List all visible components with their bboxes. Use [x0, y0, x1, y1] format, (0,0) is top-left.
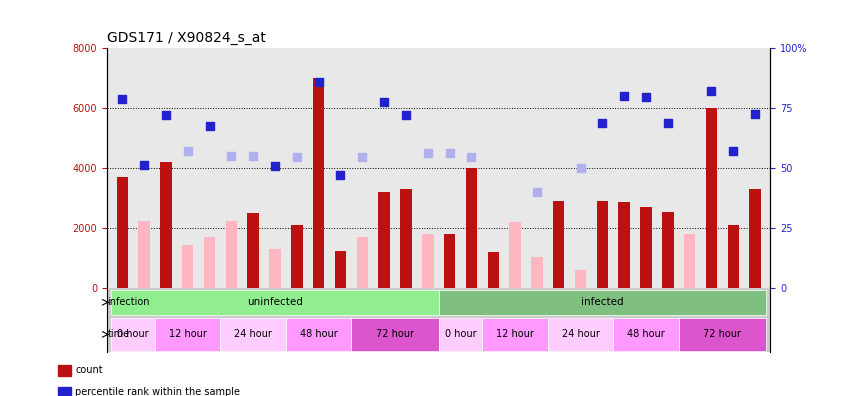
Bar — [116, 177, 128, 288]
Text: uninfected: uninfected — [247, 297, 303, 307]
Bar — [749, 189, 761, 288]
Bar — [357, 237, 368, 288]
Bar — [488, 252, 499, 288]
FancyBboxPatch shape — [352, 318, 438, 350]
Bar — [597, 201, 608, 288]
Point — [727, 148, 740, 154]
Bar — [509, 222, 520, 288]
FancyBboxPatch shape — [613, 318, 679, 350]
Bar — [270, 249, 281, 288]
FancyBboxPatch shape — [221, 318, 286, 350]
Bar — [139, 221, 150, 288]
FancyBboxPatch shape — [111, 318, 155, 350]
Point — [399, 112, 413, 118]
FancyBboxPatch shape — [548, 318, 613, 350]
Bar — [204, 237, 216, 288]
Text: 24 hour: 24 hour — [562, 329, 599, 339]
Bar — [532, 257, 543, 288]
Point — [159, 112, 173, 118]
Bar — [640, 207, 651, 288]
Bar — [553, 201, 564, 288]
Text: infected: infected — [581, 297, 624, 307]
Text: 72 hour: 72 hour — [376, 329, 414, 339]
Bar — [466, 168, 477, 288]
Point — [268, 163, 282, 169]
Point — [290, 154, 304, 160]
Point — [355, 154, 369, 160]
Text: 12 hour: 12 hour — [496, 329, 534, 339]
Point — [596, 120, 609, 126]
Point — [312, 79, 325, 85]
Point — [617, 93, 631, 99]
Text: 0 hour: 0 hour — [445, 329, 476, 339]
Text: 12 hour: 12 hour — [169, 329, 206, 339]
Point — [443, 150, 456, 156]
Point — [116, 95, 129, 102]
Text: infection: infection — [108, 297, 150, 307]
Bar — [619, 202, 630, 288]
Bar — [728, 225, 739, 288]
Bar — [378, 192, 389, 288]
Point — [748, 110, 762, 117]
Bar — [662, 211, 674, 288]
Bar — [444, 234, 455, 288]
Bar — [422, 234, 433, 288]
Text: percentile rank within the sample: percentile rank within the sample — [75, 387, 241, 396]
Point — [137, 162, 151, 168]
Point — [377, 99, 391, 105]
Point — [203, 123, 217, 129]
FancyBboxPatch shape — [438, 318, 482, 350]
Bar — [705, 108, 717, 288]
Text: 24 hour: 24 hour — [235, 329, 272, 339]
Point — [247, 153, 260, 159]
Text: 72 hour: 72 hour — [704, 329, 741, 339]
FancyBboxPatch shape — [286, 318, 352, 350]
Point — [639, 94, 653, 100]
Bar — [226, 221, 237, 288]
Point — [704, 88, 718, 94]
Point — [421, 150, 435, 156]
Text: time: time — [108, 329, 129, 339]
Text: 0 hour: 0 hour — [117, 329, 149, 339]
FancyBboxPatch shape — [482, 318, 548, 350]
Bar — [575, 270, 586, 288]
Bar — [335, 251, 346, 288]
Point — [574, 165, 587, 171]
Bar — [160, 162, 172, 288]
Point — [334, 172, 348, 179]
Text: count: count — [75, 365, 103, 375]
Bar — [182, 245, 193, 288]
Bar — [684, 234, 695, 288]
Point — [661, 120, 675, 126]
Bar — [291, 225, 302, 288]
FancyBboxPatch shape — [155, 318, 221, 350]
Bar — [247, 213, 259, 288]
Point — [530, 189, 544, 195]
Bar — [401, 189, 412, 288]
FancyBboxPatch shape — [111, 289, 438, 315]
Text: GDS171 / X90824_s_at: GDS171 / X90824_s_at — [107, 31, 266, 45]
Point — [224, 153, 238, 159]
Text: 48 hour: 48 hour — [300, 329, 337, 339]
Text: 48 hour: 48 hour — [627, 329, 665, 339]
FancyBboxPatch shape — [438, 289, 766, 315]
FancyBboxPatch shape — [679, 318, 766, 350]
Point — [465, 154, 479, 160]
Point — [181, 148, 194, 154]
Bar — [313, 78, 324, 288]
